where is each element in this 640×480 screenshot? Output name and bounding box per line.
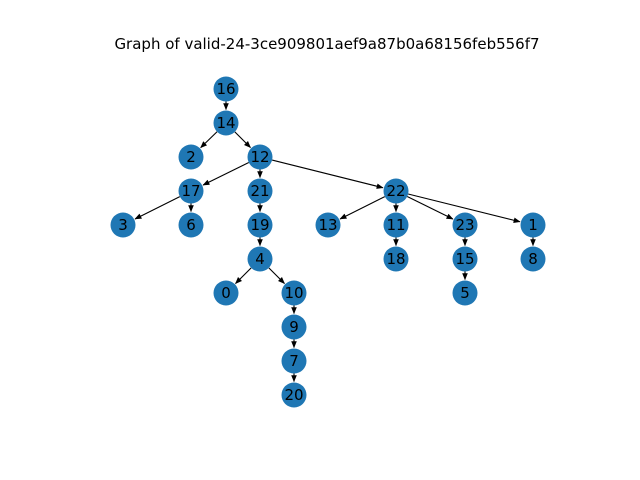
edge-22-1 (407, 193, 521, 223)
node-circle (383, 212, 409, 238)
node-circle (520, 246, 546, 272)
node-label: 16 (216, 80, 235, 98)
node-label: 19 (250, 216, 269, 234)
node-5: 5 (452, 280, 478, 306)
node-label: 15 (455, 250, 474, 268)
edge-4-0 (235, 267, 252, 284)
node-circle (247, 178, 273, 204)
node-circle (178, 178, 204, 204)
node-13: 13 (315, 212, 341, 238)
node-circle (281, 382, 307, 408)
node-4: 4 (247, 246, 273, 272)
node-label: 4 (255, 250, 265, 268)
node-23: 23 (452, 212, 478, 238)
edge-17-3 (134, 196, 181, 220)
edge-4-10 (268, 267, 285, 284)
edge-12-22 (271, 159, 384, 189)
node-circle (213, 110, 239, 136)
edge-layer (134, 101, 536, 383)
node-circle (383, 246, 409, 272)
node-15: 15 (452, 246, 478, 272)
node-10: 10 (281, 280, 307, 306)
node-circle (110, 212, 136, 238)
node-circle (315, 212, 341, 238)
node-circle (520, 212, 546, 238)
node-11: 11 (383, 212, 409, 238)
node-label: 13 (318, 216, 337, 234)
node-7: 7 (281, 348, 307, 374)
node-label: 10 (284, 284, 303, 302)
node-circle (213, 280, 239, 306)
node-8: 8 (520, 246, 546, 272)
node-14: 14 (213, 110, 239, 136)
node-6: 6 (178, 212, 204, 238)
node-20: 20 (281, 382, 307, 408)
node-label: 22 (386, 182, 405, 200)
node-label: 20 (284, 386, 303, 404)
node-label: 12 (250, 148, 269, 166)
node-circle (383, 178, 409, 204)
node-label: 18 (386, 250, 405, 268)
node-label: 11 (386, 216, 405, 234)
node-circle (452, 280, 478, 306)
node-circle (247, 246, 273, 272)
node-3: 3 (110, 212, 136, 238)
node-18: 18 (383, 246, 409, 272)
node-circle (452, 212, 478, 238)
node-circle (281, 280, 307, 306)
figure-title: Graph of valid-24-3ce909801aef9a87b0a681… (114, 35, 539, 53)
node-circle (178, 212, 204, 238)
node-21: 21 (247, 178, 273, 204)
node-9: 9 (281, 314, 307, 340)
node-label: 6 (186, 216, 196, 234)
node-1: 1 (520, 212, 546, 238)
node-19: 19 (247, 212, 273, 238)
node-label: 7 (289, 352, 299, 370)
edge-14-12 (234, 131, 251, 148)
node-label: 21 (250, 182, 269, 200)
node-label: 5 (460, 284, 470, 302)
node-circle (247, 212, 273, 238)
node-circle (281, 348, 307, 374)
node-label: 23 (455, 216, 474, 234)
node-circle (247, 144, 273, 170)
node-label: 9 (289, 318, 299, 336)
node-2: 2 (178, 144, 204, 170)
node-label: 8 (528, 250, 538, 268)
node-circle (281, 314, 307, 340)
node-label: 0 (221, 284, 231, 302)
edge-22-23 (406, 196, 454, 220)
node-17: 17 (178, 178, 204, 204)
node-label: 1 (528, 216, 538, 234)
node-circle (213, 76, 239, 102)
node-label: 2 (186, 148, 196, 166)
node-22: 22 (383, 178, 409, 204)
edge-12-17 (202, 162, 250, 186)
node-16: 16 (213, 76, 239, 102)
edge-14-2 (200, 131, 218, 149)
node-circle (178, 144, 204, 170)
node-label: 17 (181, 182, 200, 200)
node-circle (452, 246, 478, 272)
node-0: 0 (213, 280, 239, 306)
node-12: 12 (247, 144, 273, 170)
edge-22-13 (339, 196, 386, 220)
node-label: 14 (216, 114, 235, 132)
node-label: 3 (118, 216, 128, 234)
